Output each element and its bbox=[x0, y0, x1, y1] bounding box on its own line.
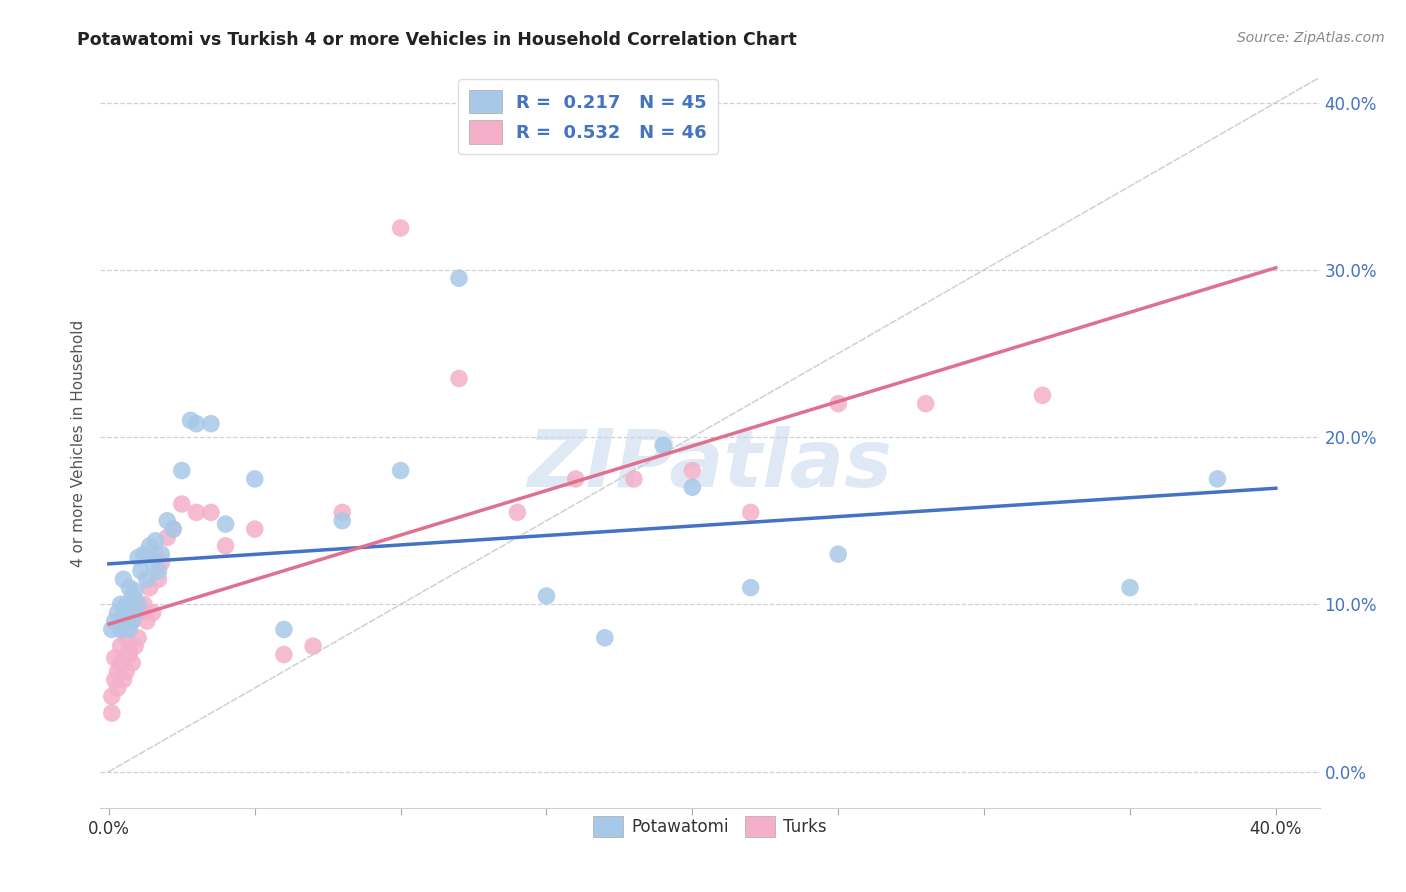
Point bbox=[447, 271, 470, 285]
Point bbox=[127, 598, 149, 612]
Point bbox=[145, 547, 167, 561]
Point bbox=[129, 606, 152, 620]
Point bbox=[118, 581, 141, 595]
Point bbox=[135, 572, 157, 586]
Point bbox=[162, 522, 184, 536]
Point bbox=[124, 584, 146, 599]
Point bbox=[156, 514, 179, 528]
Point bbox=[115, 598, 138, 612]
Point bbox=[132, 547, 155, 561]
Point bbox=[150, 547, 173, 561]
Point bbox=[112, 673, 135, 687]
Point bbox=[107, 606, 129, 620]
Point bbox=[1206, 472, 1229, 486]
Point bbox=[148, 564, 170, 578]
Point bbox=[112, 611, 135, 625]
Point bbox=[138, 581, 160, 595]
Point bbox=[101, 690, 124, 704]
Point bbox=[104, 614, 127, 628]
Point bbox=[243, 522, 266, 536]
Point bbox=[330, 514, 353, 528]
Point bbox=[273, 623, 295, 637]
Point bbox=[564, 472, 586, 486]
Point bbox=[104, 673, 127, 687]
Point bbox=[681, 464, 703, 478]
Point bbox=[389, 464, 412, 478]
Point bbox=[1119, 581, 1142, 595]
Point bbox=[115, 606, 138, 620]
Point bbox=[101, 623, 124, 637]
Text: Potawatomi vs Turkish 4 or more Vehicles in Household Correlation Chart: Potawatomi vs Turkish 4 or more Vehicles… bbox=[77, 31, 797, 49]
Point bbox=[121, 614, 143, 628]
Point bbox=[124, 606, 146, 620]
Point bbox=[110, 656, 132, 670]
Point bbox=[127, 550, 149, 565]
Point bbox=[104, 651, 127, 665]
Point bbox=[162, 522, 184, 536]
Point bbox=[200, 417, 222, 431]
Point bbox=[914, 397, 936, 411]
Point bbox=[593, 631, 616, 645]
Point bbox=[389, 221, 412, 235]
Point bbox=[506, 505, 529, 519]
Point bbox=[142, 556, 165, 570]
Point bbox=[145, 533, 167, 548]
Point bbox=[447, 371, 470, 385]
Point bbox=[180, 413, 202, 427]
Point bbox=[200, 505, 222, 519]
Point bbox=[827, 397, 849, 411]
Point bbox=[121, 614, 143, 628]
Point bbox=[115, 665, 138, 679]
Point bbox=[330, 505, 353, 519]
Y-axis label: 4 or more Vehicles in Household: 4 or more Vehicles in Household bbox=[72, 319, 86, 566]
Point bbox=[186, 417, 208, 431]
Point bbox=[156, 531, 179, 545]
Point bbox=[107, 681, 129, 695]
Point bbox=[110, 598, 132, 612]
Point bbox=[121, 589, 143, 603]
Point bbox=[142, 606, 165, 620]
Text: Source: ZipAtlas.com: Source: ZipAtlas.com bbox=[1237, 31, 1385, 45]
Point bbox=[135, 614, 157, 628]
Point bbox=[132, 598, 155, 612]
Point bbox=[740, 505, 762, 519]
Point bbox=[150, 556, 173, 570]
Point bbox=[536, 589, 558, 603]
Point bbox=[129, 564, 152, 578]
Point bbox=[115, 631, 138, 645]
Point bbox=[110, 623, 132, 637]
Point bbox=[118, 648, 141, 662]
Point bbox=[170, 464, 193, 478]
Point bbox=[1031, 388, 1053, 402]
Text: ZIPatlas: ZIPatlas bbox=[527, 425, 893, 504]
Point bbox=[118, 623, 141, 637]
Point bbox=[127, 631, 149, 645]
Point bbox=[107, 665, 129, 679]
Point bbox=[214, 539, 236, 553]
Point bbox=[214, 517, 236, 532]
Point bbox=[623, 472, 645, 486]
Point bbox=[186, 505, 208, 519]
Point bbox=[112, 572, 135, 586]
Point bbox=[138, 539, 160, 553]
Point bbox=[302, 639, 325, 653]
Point bbox=[121, 656, 143, 670]
Point bbox=[101, 706, 124, 720]
Legend: Potawatomi, Turks: Potawatomi, Turks bbox=[586, 809, 834, 844]
Point bbox=[112, 623, 135, 637]
Point bbox=[170, 497, 193, 511]
Point bbox=[652, 438, 675, 452]
Point bbox=[110, 639, 132, 653]
Point bbox=[243, 472, 266, 486]
Point bbox=[148, 572, 170, 586]
Point bbox=[740, 581, 762, 595]
Point bbox=[124, 639, 146, 653]
Point bbox=[273, 648, 295, 662]
Point bbox=[827, 547, 849, 561]
Point bbox=[681, 480, 703, 494]
Point bbox=[118, 644, 141, 658]
